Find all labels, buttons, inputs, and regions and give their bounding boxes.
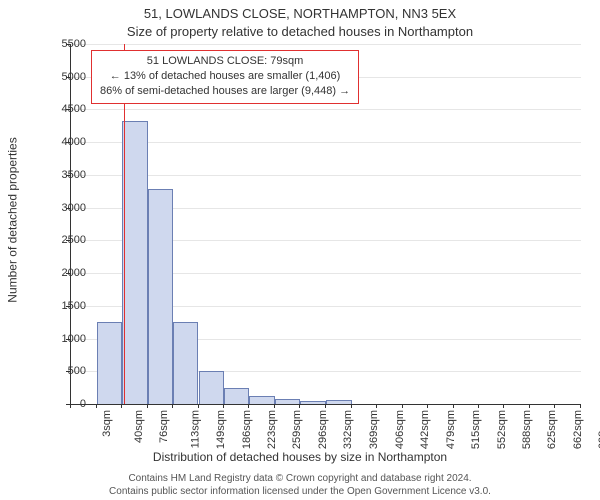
x-tick-mark [478, 404, 479, 408]
x-tick-label: 40sqm [133, 410, 145, 443]
y-tick-mark [66, 109, 70, 110]
x-tick-label: 149sqm [215, 410, 227, 449]
gridline-h [71, 44, 581, 45]
y-tick-label: 1000 [44, 333, 86, 345]
y-tick-label: 4000 [44, 136, 86, 148]
histogram-bar [275, 399, 300, 404]
x-tick-mark [427, 404, 428, 408]
gridline-h [71, 109, 581, 110]
x-tick-label: 259sqm [292, 410, 304, 449]
y-tick-label: 3000 [44, 202, 86, 214]
y-tick-mark [66, 240, 70, 241]
y-tick-label: 500 [44, 365, 86, 377]
y-tick-label: 4500 [44, 103, 86, 115]
y-tick-mark [66, 273, 70, 274]
histogram-bar [199, 371, 225, 404]
x-tick-label: 406sqm [394, 410, 406, 449]
x-tick-mark [274, 404, 275, 408]
x-tick-mark [248, 404, 249, 408]
y-tick-mark [66, 77, 70, 78]
y-tick-mark [66, 142, 70, 143]
x-tick-mark [198, 404, 199, 408]
chart-subtitle: Size of property relative to detached ho… [0, 24, 600, 39]
x-tick-mark [503, 404, 504, 408]
histogram-bar [224, 388, 249, 404]
x-tick-label: 3sqm [101, 410, 113, 437]
plot-area: 51 LOWLANDS CLOSE: 79sqm ← 13% of detach… [70, 44, 581, 405]
x-tick-mark [402, 404, 403, 408]
annotation-box: 51 LOWLANDS CLOSE: 79sqm ← 13% of detach… [91, 50, 359, 104]
histogram-bar [122, 121, 148, 404]
footer-line-1: Contains HM Land Registry data © Crown c… [0, 473, 600, 486]
y-tick-label: 2500 [44, 234, 86, 246]
x-tick-label: 332sqm [342, 410, 354, 449]
chart-title: 51, LOWLANDS CLOSE, NORTHAMPTON, NN3 5EX [0, 6, 600, 21]
x-tick-mark [529, 404, 530, 408]
y-tick-mark [66, 44, 70, 45]
x-tick-label: 186sqm [241, 410, 253, 449]
histogram-bar [249, 396, 275, 404]
x-tick-label: 479sqm [445, 410, 457, 449]
x-tick-mark [96, 404, 97, 408]
y-tick-mark [66, 306, 70, 307]
y-tick-mark [66, 175, 70, 176]
histogram-chart: 51, LOWLANDS CLOSE, NORTHAMPTON, NN3 5EX… [0, 0, 600, 500]
x-tick-label: 588sqm [521, 410, 533, 449]
x-tick-mark [121, 404, 122, 408]
histogram-bar [173, 322, 199, 404]
y-tick-label: 1500 [44, 300, 86, 312]
y-tick-label: 5000 [44, 71, 86, 83]
x-tick-mark [554, 404, 555, 408]
x-tick-mark [223, 404, 224, 408]
x-axis-label: Distribution of detached houses by size … [0, 450, 600, 464]
y-tick-mark [66, 208, 70, 209]
y-tick-label: 3500 [44, 169, 86, 181]
annotation-line-1: 51 LOWLANDS CLOSE: 79sqm [100, 54, 350, 69]
x-tick-label: 552sqm [496, 410, 508, 449]
y-tick-mark [66, 371, 70, 372]
x-tick-label: 625sqm [547, 410, 559, 449]
x-tick-mark [172, 404, 173, 408]
x-tick-mark [376, 404, 377, 408]
x-tick-label: 296sqm [317, 410, 329, 449]
histogram-bar [148, 189, 173, 404]
annotation-line-3: 86% of semi-detached houses are larger (… [100, 84, 350, 99]
x-tick-label: 113sqm [189, 410, 201, 448]
y-tick-label: 0 [44, 398, 86, 410]
x-tick-label: 223sqm [266, 410, 278, 449]
x-tick-mark [70, 404, 71, 408]
histogram-bar [97, 322, 122, 404]
x-tick-mark [453, 404, 454, 408]
y-tick-label: 5500 [44, 38, 86, 50]
histogram-bar [326, 400, 352, 404]
y-tick-label: 2000 [44, 267, 86, 279]
x-tick-mark [147, 404, 148, 408]
footer-line-2: Contains public sector information licen… [0, 486, 600, 499]
x-tick-label: 515sqm [470, 410, 482, 449]
y-axis-label: Number of detached properties [4, 0, 22, 440]
x-tick-label: 76sqm [158, 410, 170, 443]
y-tick-mark [66, 339, 70, 340]
x-tick-mark [325, 404, 326, 408]
x-tick-mark [580, 404, 581, 408]
x-tick-mark [299, 404, 300, 408]
x-tick-mark [351, 404, 352, 408]
x-tick-label: 662sqm [572, 410, 584, 449]
x-tick-label: 442sqm [419, 410, 431, 449]
x-tick-label: 369sqm [368, 410, 380, 449]
annotation-line-2: ← 13% of detached houses are smaller (1,… [100, 69, 350, 84]
footer-attribution: Contains HM Land Registry data © Crown c… [0, 473, 600, 498]
histogram-bar [300, 401, 326, 404]
